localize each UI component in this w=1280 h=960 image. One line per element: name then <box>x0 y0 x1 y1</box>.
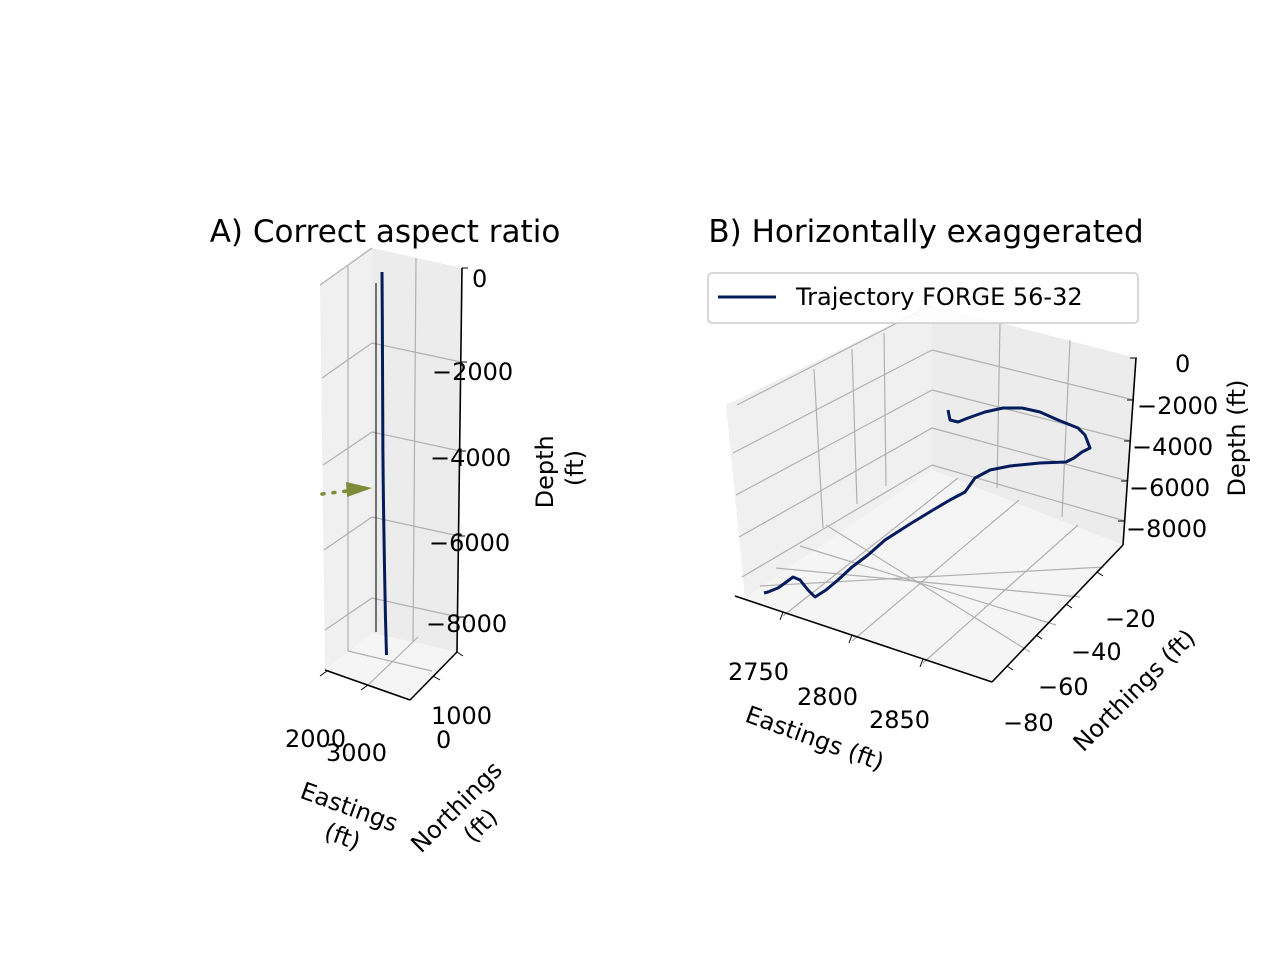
legend-entry-label: Trajectory FORGE 56-32 <box>795 283 1083 311</box>
panel-a-z-ticks: 0 −2000 −4000 −6000 −8000 <box>426 265 513 638</box>
panel-b-y-tick-label: −60 <box>1038 673 1089 701</box>
panel-a-floor-pane <box>325 633 457 700</box>
panel-a-y-tick-label: 0 <box>436 726 451 754</box>
panel-a-y-tick-label: 1000 <box>431 702 492 730</box>
panel-a-x-tick-label: 3000 <box>326 739 387 767</box>
panel-b-x-tick-label: 2800 <box>797 683 858 711</box>
panel-b-z-axis-label: Depth (ft) <box>1223 380 1251 497</box>
panel-b-title: B) Horizontally exaggerated <box>708 214 1143 250</box>
panel-a: A) Correct aspect ratio <box>210 214 589 879</box>
panel-a-back-pane <box>372 248 462 652</box>
panel-b-y-axis-line <box>991 544 1124 683</box>
panel-b-y-tick-label: −80 <box>1003 709 1054 737</box>
panel-a-x-axis-label: Eastings (ft) <box>286 777 408 869</box>
panel-b-z-axis-line <box>1122 357 1137 546</box>
panel-a-z-tick-label: −6000 <box>429 529 510 557</box>
panel-a-left-pane <box>320 248 372 670</box>
panel-b-z-ticks: 0 −2000 −4000 −6000 −8000 <box>1118 350 1218 543</box>
panel-a-x-tick-label: 2000 <box>285 725 346 753</box>
panel-a-z-axis-label-line2: (ft) <box>561 450 589 486</box>
panel-a-z-tick-label: 0 <box>472 265 487 293</box>
panel-b-x-tick-label: 2750 <box>728 658 789 686</box>
panel-a-z-tick-label: −8000 <box>426 610 507 638</box>
panel-a-title: A) Correct aspect ratio <box>210 214 561 250</box>
panel-a-arrow-annotation <box>320 482 372 497</box>
panel-b-x-tick-label: 2850 <box>869 706 930 734</box>
panel-b-z-tick-label: −6000 <box>1129 474 1210 502</box>
panel-a-z-axis-line <box>456 267 463 653</box>
panel-b-legend: Trajectory FORGE 56-32 <box>707 272 1139 324</box>
panel-a-y-axis-label-line1: Northings <box>405 756 507 858</box>
panel-b-x-axis-line <box>734 595 993 683</box>
panel-b-y-tick-label: −40 <box>1071 638 1122 666</box>
panel-b-z-tick-label: −8000 <box>1126 515 1207 543</box>
panel-b-x-ticks: 2750 2800 2850 <box>728 611 930 734</box>
panel-a-z-tick-label: −2000 <box>432 358 513 386</box>
panel-b-z-tick-label: −2000 <box>1137 392 1218 420</box>
panel-b: B) Horizontally exaggerated <box>707 214 1251 776</box>
panel-b-trajectory <box>763 406 1092 599</box>
panel-b-y-tick-label: −20 <box>1105 605 1156 633</box>
panel-a-z-tick-label: −4000 <box>430 444 511 472</box>
panel-b-left-pane <box>726 305 932 598</box>
panel-b-back-pane <box>932 305 1136 545</box>
panel-a-xy-ticks: 2000 3000 1000 0 <box>285 651 492 767</box>
panel-a-z-axis-label: Depth (ft) <box>531 428 589 509</box>
panel-b-z-tick-label: −4000 <box>1132 433 1213 461</box>
panel-b-grid <box>732 304 1135 664</box>
panel-a-trajectory <box>380 271 388 656</box>
panel-b-x-axis-label: Eastings (ft) <box>742 700 888 776</box>
panel-a-y-axis-label: Northings (ft) <box>405 750 534 879</box>
panel-b-y-ticks: −20 −40 −60 −80 <box>1003 571 1156 737</box>
panel-a-z-axis-label-line1: Depth <box>531 435 559 508</box>
panel-b-z-tick-label: 0 <box>1175 350 1190 378</box>
